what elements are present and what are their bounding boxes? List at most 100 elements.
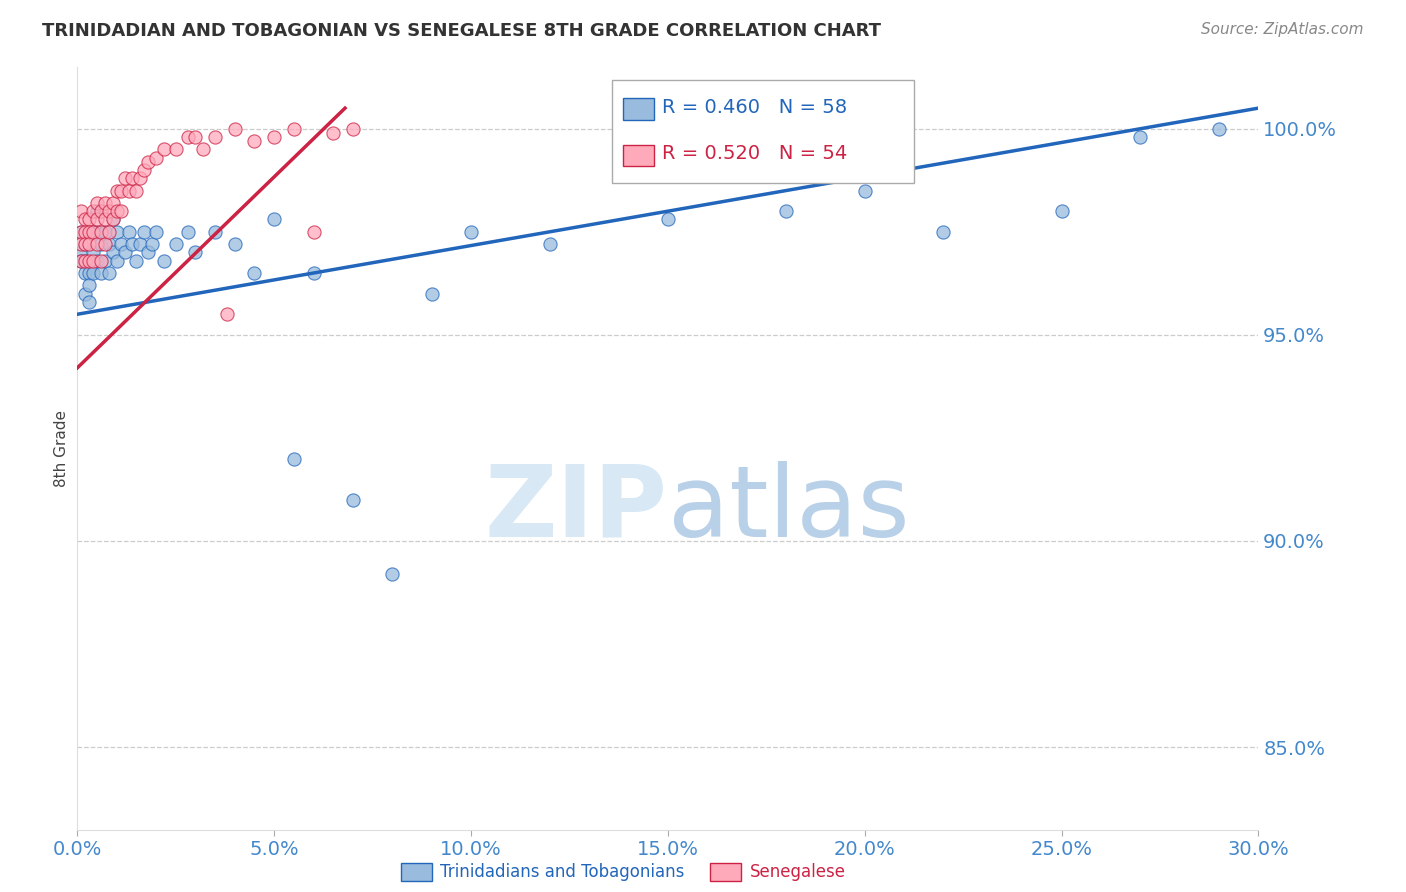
Point (775, 204, 797, 219)
Point (90, 237, 112, 252)
Point (1129, 130, 1152, 145)
Text: Senegalese: Senegalese (749, 863, 845, 881)
Point (75, 253, 97, 268)
Text: TRINIDADIAN AND TOBAGONIAN VS SENEGALESE 8TH GRADE CORRELATION CHART: TRINIDADIAN AND TOBAGONIAN VS SENEGALESE… (42, 22, 882, 40)
Point (97, 225, 120, 239)
Point (129, 237, 152, 252)
Point (420, 286, 443, 301)
Point (145, 225, 167, 239)
Point (94, 237, 117, 252)
Text: Source: ZipAtlas.com: Source: ZipAtlas.com (1201, 22, 1364, 37)
Point (110, 237, 132, 252)
Point (932, 225, 955, 239)
Point (77, 225, 100, 239)
Point (141, 237, 163, 252)
Point (302, 225, 325, 239)
Point (90, 204, 112, 219)
Point (75, 286, 97, 301)
Point (94, 225, 117, 239)
Point (125, 253, 148, 268)
Point (94, 253, 117, 268)
Point (117, 184, 139, 198)
Point (97, 204, 120, 219)
Point (77, 253, 100, 268)
Text: R = 0.460   N = 58: R = 0.460 N = 58 (662, 97, 848, 117)
Point (86, 196, 108, 211)
Point (243, 266, 266, 280)
Point (134, 163, 156, 178)
Point (70, 253, 93, 268)
Point (82, 225, 104, 239)
Point (75, 266, 97, 280)
Point (283, 451, 305, 466)
Point (224, 121, 246, 136)
Point (302, 266, 325, 280)
Point (77, 266, 100, 280)
Point (86, 204, 108, 219)
Point (101, 212, 124, 227)
Point (110, 204, 132, 219)
Point (70, 237, 93, 252)
Point (97, 237, 120, 252)
Point (101, 212, 124, 227)
Point (136, 154, 159, 169)
Point (1050, 204, 1073, 219)
Point (136, 245, 159, 260)
Point (90, 253, 112, 268)
Point (77, 212, 100, 227)
Point (204, 130, 226, 145)
Point (145, 151, 167, 165)
Point (70, 253, 93, 268)
Point (75, 212, 97, 227)
Point (193, 142, 215, 156)
Point (153, 253, 176, 268)
Text: atlas: atlas (668, 461, 910, 558)
Y-axis label: 8th Grade: 8th Grade (53, 409, 69, 487)
Text: ZIP: ZIP (485, 461, 668, 558)
Point (105, 253, 128, 268)
Point (75, 225, 97, 239)
Point (82, 245, 104, 260)
Text: Trinidadians and Tobagonians: Trinidadians and Tobagonians (440, 863, 685, 881)
Point (77, 278, 100, 293)
Point (121, 171, 143, 186)
Point (853, 184, 876, 198)
Point (101, 245, 124, 260)
Point (538, 237, 561, 252)
Point (101, 196, 124, 211)
Point (90, 225, 112, 239)
Point (105, 225, 128, 239)
Point (97, 266, 120, 280)
Point (125, 184, 148, 198)
Point (460, 225, 482, 239)
Point (381, 566, 404, 581)
Point (75, 237, 97, 252)
Point (184, 130, 207, 145)
Point (153, 142, 176, 156)
Point (75, 253, 97, 268)
Point (86, 253, 108, 268)
Point (283, 121, 305, 136)
Point (114, 171, 136, 186)
Point (342, 121, 364, 136)
Point (75, 237, 97, 252)
Point (176, 225, 198, 239)
Point (82, 204, 104, 219)
Text: R = 0.520   N = 54: R = 0.520 N = 54 (662, 144, 848, 163)
Point (70, 204, 93, 219)
Point (82, 266, 104, 280)
Point (94, 212, 117, 227)
Point (105, 204, 128, 219)
Point (110, 184, 132, 198)
Point (263, 212, 285, 227)
Point (134, 225, 156, 239)
Point (70, 245, 93, 260)
Point (86, 225, 108, 239)
Point (243, 134, 266, 148)
Point (322, 126, 344, 140)
Point (657, 212, 679, 227)
Point (77, 237, 100, 252)
Point (1208, 121, 1230, 136)
Point (105, 184, 128, 198)
Point (121, 237, 143, 252)
